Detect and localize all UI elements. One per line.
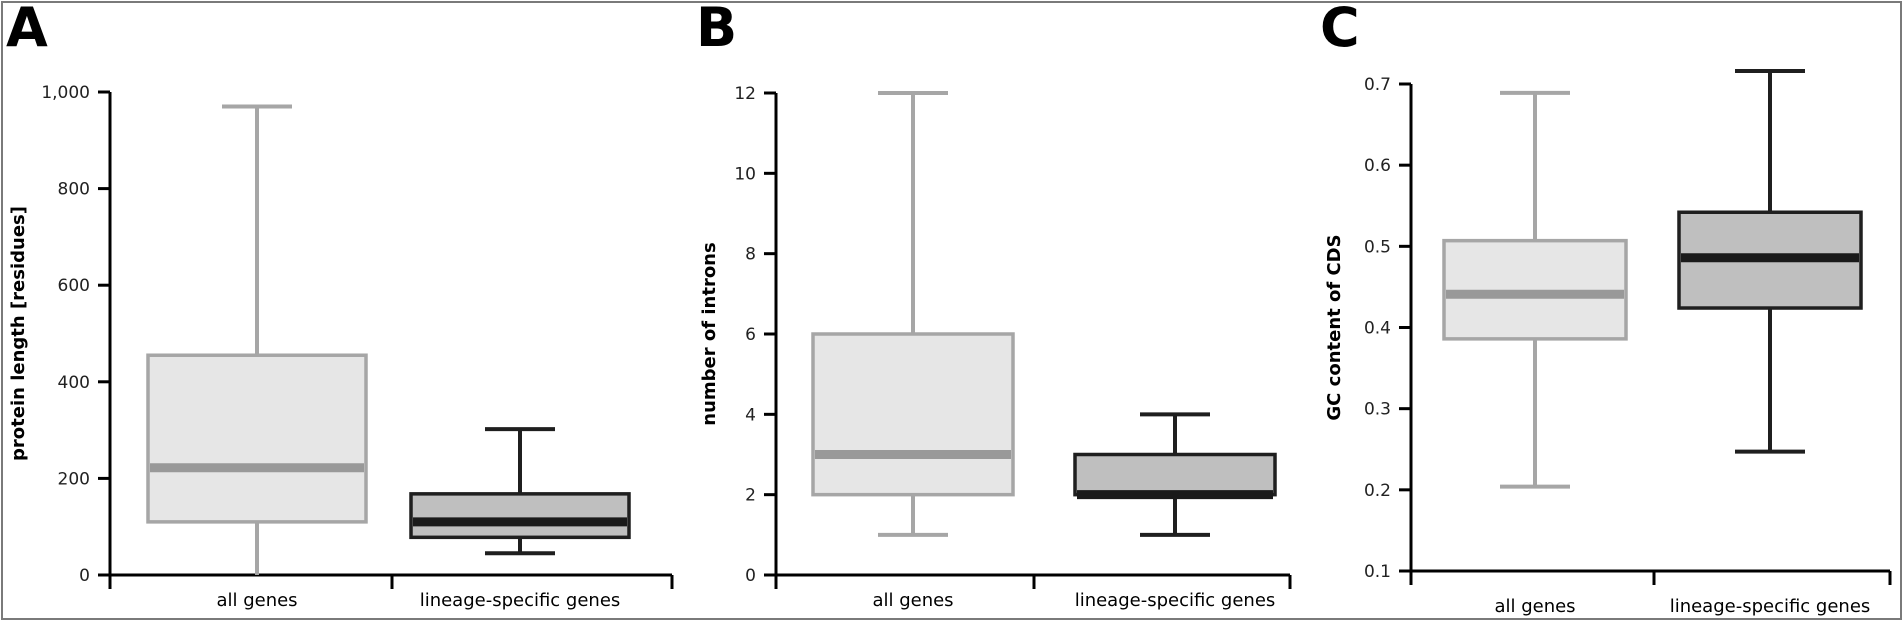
y-tick-label: 800 [58, 180, 90, 200]
y-tick-label: 10 [734, 164, 756, 184]
boxplot-lineage-specific-genes [1677, 69, 1863, 454]
category-label: lineage-specific genes [1670, 596, 1871, 617]
boxplot-all-genes [811, 91, 1015, 537]
y-tick-label: 0.4 [1364, 319, 1391, 339]
category-label: all genes [216, 590, 297, 611]
y-tick-label: 6 [745, 325, 756, 345]
y-tick-label: 4 [745, 405, 756, 425]
y-tick-label: 400 [58, 373, 90, 393]
iqr-box [409, 492, 631, 540]
category-label: all genes [872, 590, 953, 611]
boxplot-all-genes [1442, 90, 1628, 489]
y-tick-label: 1,000 [41, 83, 90, 103]
y-tick-label: 12 [734, 84, 756, 104]
iqr-box [146, 353, 368, 524]
y-tick-label: 0 [79, 566, 90, 586]
y-tick-label: 2 [745, 486, 756, 506]
y-tick-label: 0.1 [1364, 562, 1391, 582]
chart-panel-a: A 0 200 400 600 800 1,000 protein length [resid… [6, 0, 674, 611]
boxplot-all-genes [146, 104, 368, 575]
y-axis-label: protein length [residues] [8, 206, 29, 461]
chart-panel-c: C 0.1 0.2 0.3 0.4 0.5 0.6 0.7 GC content of CDS a… [1320, 0, 1892, 617]
y-tick-label: 0.2 [1364, 481, 1391, 501]
y-tick-label: 0.7 [1364, 75, 1391, 95]
y-axis-label: number of introns [699, 242, 720, 425]
y-tick-label: 0 [745, 566, 756, 586]
y-tick-label: 0.5 [1364, 237, 1391, 257]
y-tick-label: 200 [58, 469, 90, 489]
y-axis-label: GC content of CDS [1324, 234, 1345, 420]
y-tick-label: 8 [745, 245, 756, 265]
y-tick-label: 600 [58, 276, 90, 296]
y-tick-label: 0.6 [1364, 156, 1391, 176]
panel-label: B [696, 0, 737, 59]
boxplot-lineage-specific-genes [1073, 412, 1277, 537]
iqr-box [811, 332, 1015, 497]
category-label: lineage-specific genes [420, 590, 621, 611]
chart-panel-b: B 0 2 4 6 8 10 12 number of introns all genes line… [696, 0, 1292, 611]
y-tick-label: 0.3 [1364, 400, 1391, 420]
panel-label: A [6, 0, 48, 59]
category-label: all genes [1494, 596, 1575, 617]
iqr-box [1073, 452, 1277, 497]
boxplot-lineage-specific-genes [409, 427, 631, 556]
panel-label: C [1320, 0, 1360, 59]
category-label: lineage-specific genes [1075, 590, 1276, 611]
